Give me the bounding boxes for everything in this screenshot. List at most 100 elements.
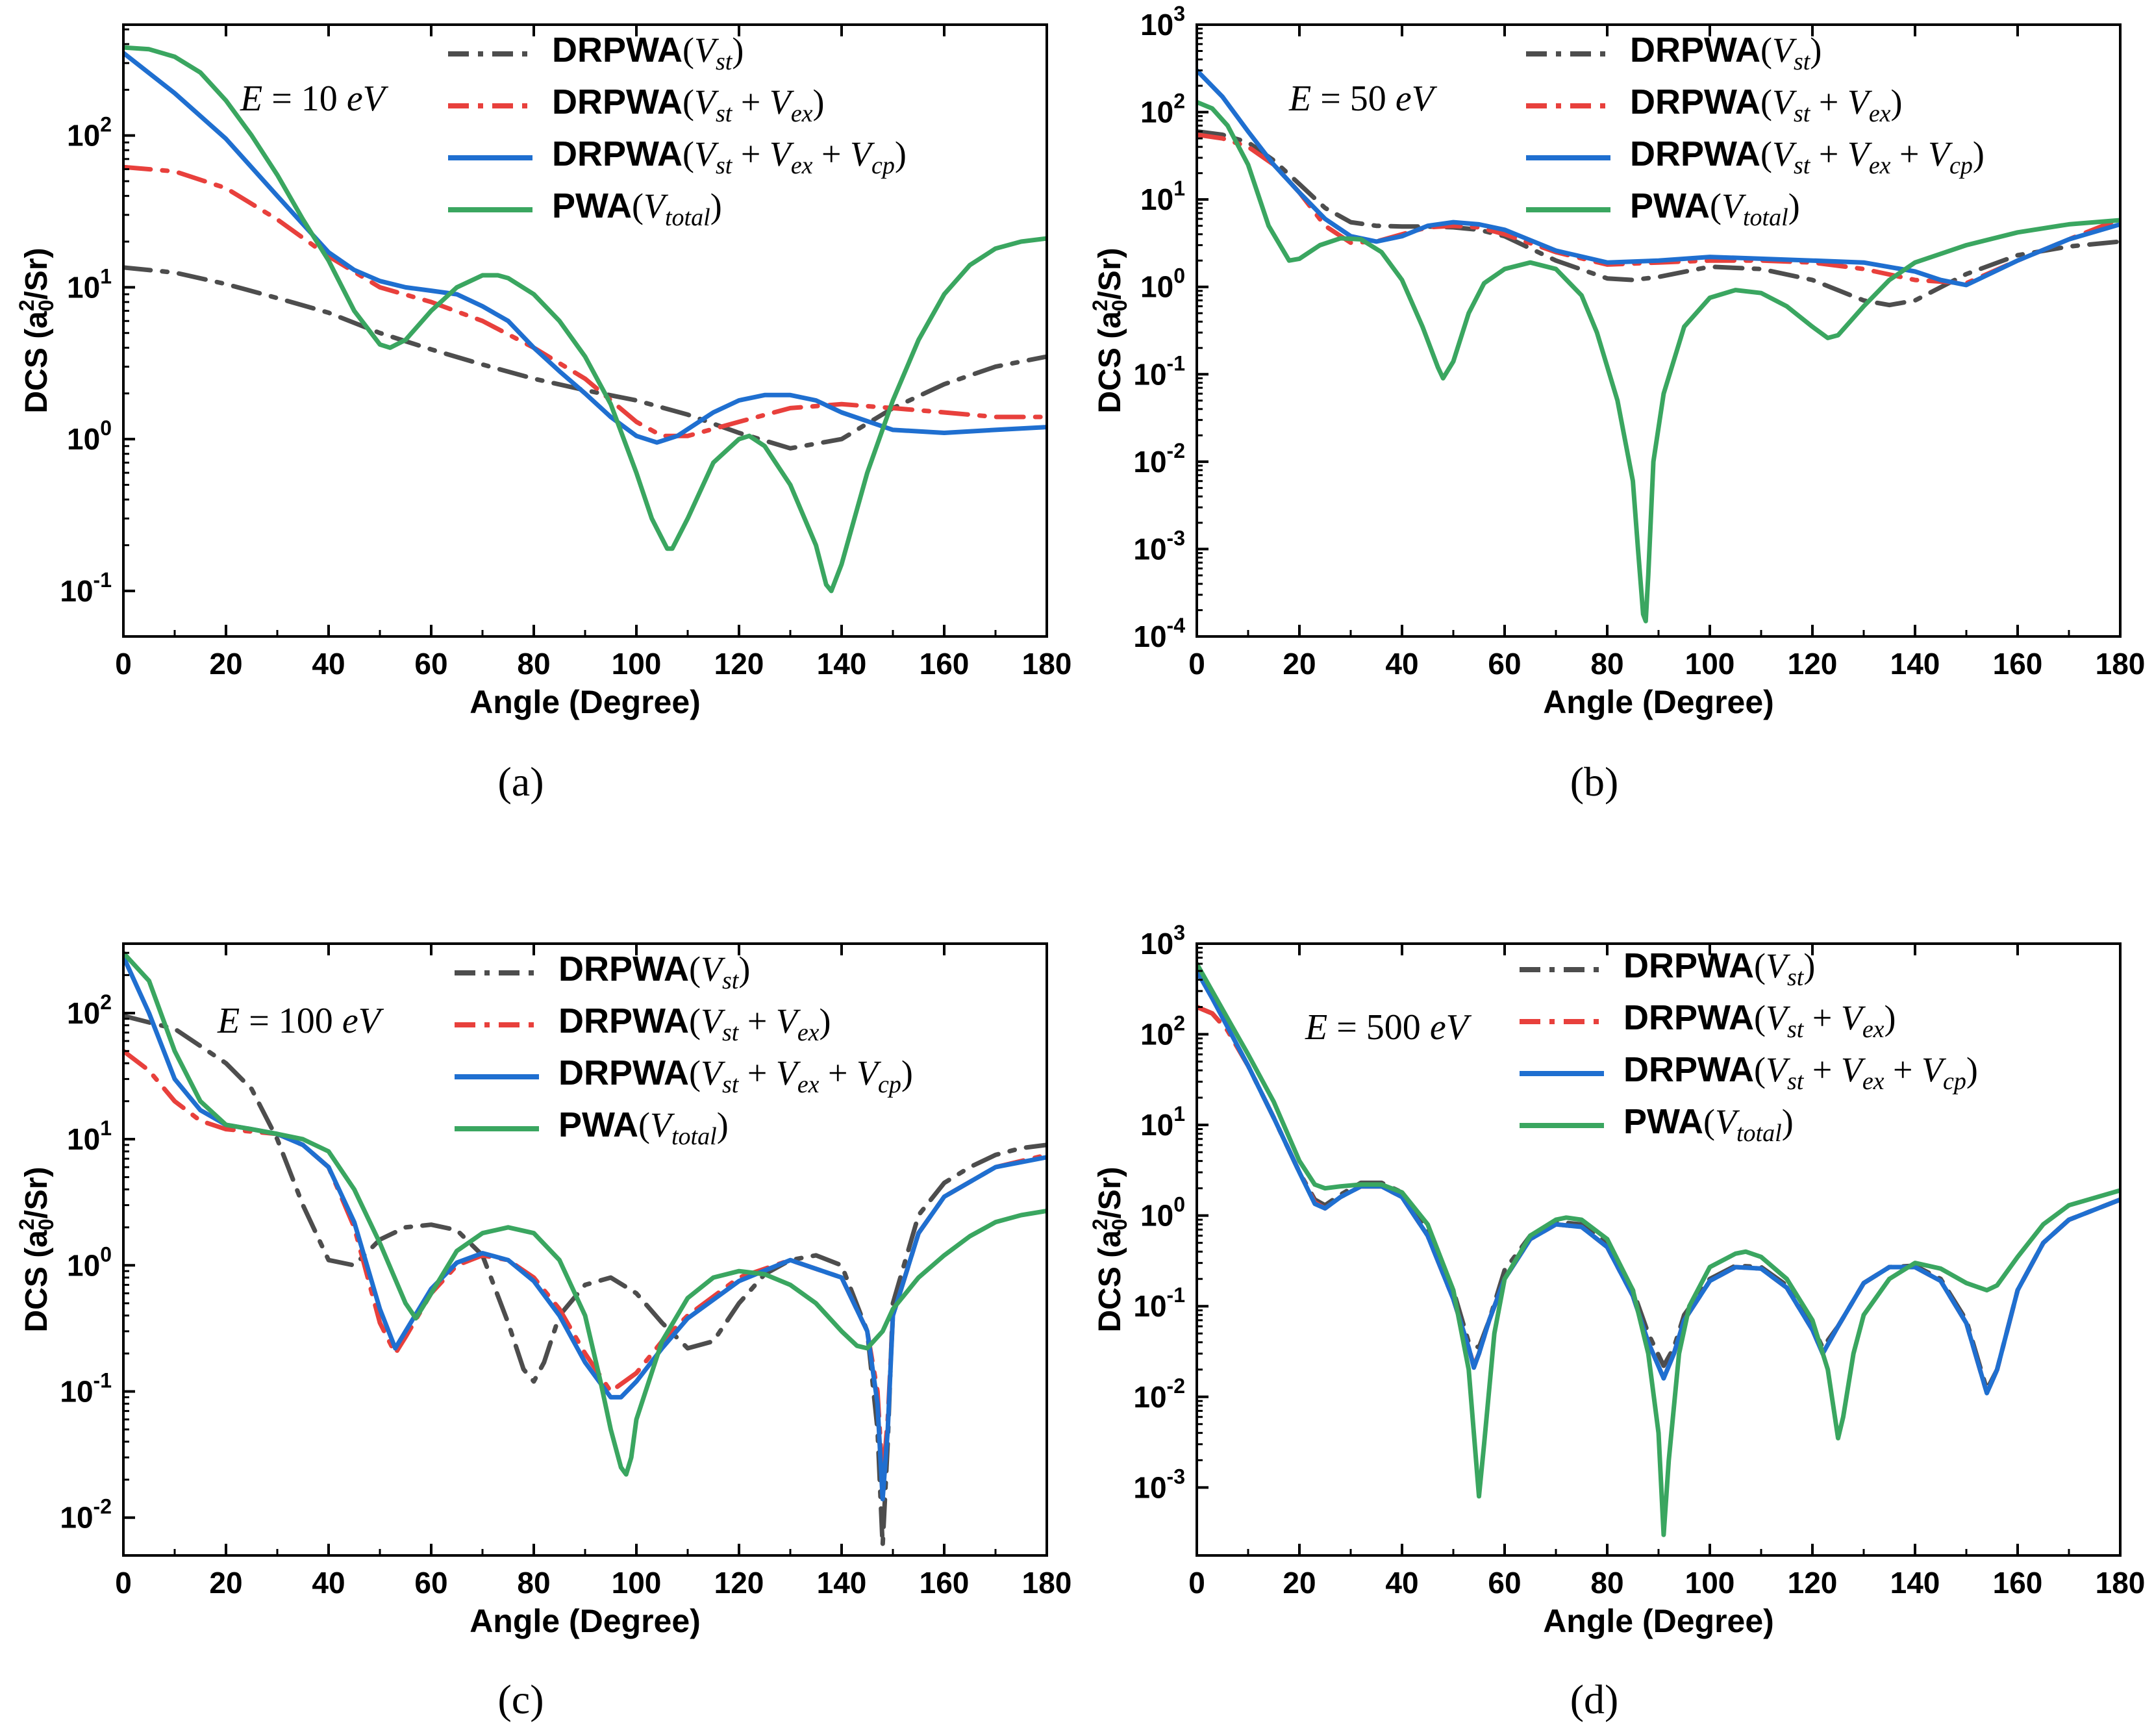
series-group [123, 950, 1047, 1548]
panel-label: (c) [497, 1676, 544, 1722]
series-line-vcp [1197, 968, 2120, 1396]
x-tick-label: 40 [1385, 647, 1418, 681]
legend-label-pwa: PWA(Vtotal) [1630, 186, 1800, 231]
x-tick-label: 60 [414, 647, 447, 681]
energy-annotation: E = 500 eV [1305, 1007, 1472, 1048]
panel-label: (d) [1570, 1676, 1619, 1722]
x-tick-label: 180 [1022, 647, 1072, 681]
x-tick-label: 20 [209, 647, 242, 681]
x-axis-title: Angle (Degree) [470, 684, 701, 720]
y-axis: 10-3 10-2 10-1 100 101 102 103 [1133, 921, 1208, 1504]
x-tick-label: 100 [1685, 1566, 1735, 1600]
y-axis-title: DCS (a20/Sr) [1088, 248, 1131, 414]
y-tick-label: 10-2 [1133, 439, 1185, 479]
y-axis: 10-4 10-3 10-2 10-1 100 101 102 103 [1133, 2, 1208, 653]
x-axis-title: Angle (Degree) [470, 1603, 701, 1639]
x-tick-label: 0 [115, 1566, 132, 1600]
series-line-vst [1197, 129, 2120, 308]
series-line-pwa [1197, 961, 2120, 1537]
legend-label-vex: DRPWA(Vst + Vex) [1630, 82, 1903, 127]
x-tick-label: 120 [1788, 647, 1838, 681]
series-line-pwa [1197, 99, 2120, 623]
x-tick-label: 160 [920, 647, 970, 681]
legend-label-vst: DRPWA(Vst) [552, 31, 744, 75]
x-axis-title: Angle (Degree) [1543, 684, 1774, 720]
x-tick-label: 180 [2096, 1566, 2146, 1600]
energy-annotation: E = 100 eV [217, 1001, 384, 1041]
x-tick-label: 40 [312, 1566, 345, 1600]
legend: DRPWA(Vst) DRPWA(Vst + Vex) DRPWA(Vst + Ve… [448, 31, 907, 231]
y-axis: 10-2 10-1 100 101 102 [60, 951, 135, 1535]
y-tick-label: 101 [1140, 177, 1185, 216]
y-tick-label: 103 [1140, 921, 1185, 961]
y-tick-label: 10-1 [60, 1369, 112, 1409]
x-tick-label: 80 [517, 1566, 550, 1600]
y-tick-label: 101 [67, 264, 112, 304]
y-tick-label: 10-1 [1133, 351, 1185, 391]
legend-label-pwa: PWA(Vtotal) [552, 186, 722, 231]
y-tick-label: 100 [1140, 264, 1185, 304]
series-line-vcp [123, 51, 1047, 445]
x-tick-label: 20 [1283, 647, 1316, 681]
x-tick-label: 60 [1488, 1566, 1521, 1600]
x-tick-label: 180 [1022, 1566, 1072, 1600]
y-tick-label: 10-3 [1133, 526, 1185, 566]
legend-label-vst: DRPWA(Vst) [1630, 31, 1822, 75]
legend-label-vcp: DRPWA(Vst + Vex + Vcp) [558, 1053, 913, 1098]
x-tick-label: 100 [1685, 647, 1735, 681]
x-tick-label: 60 [1488, 647, 1521, 681]
x-tick-label: 160 [1993, 647, 2043, 681]
x-tick-label: 20 [1283, 1566, 1316, 1600]
x-tick-label: 120 [1788, 1566, 1838, 1600]
x-tick-label: 40 [1385, 1566, 1418, 1600]
y-tick-label: 100 [67, 416, 112, 456]
legend: DRPWA(Vst) DRPWA(Vst + Vex) DRPWA(Vst + Ve… [1526, 31, 1985, 231]
y-tick-label: 10-1 [60, 568, 112, 608]
series-line-pwa [123, 950, 1047, 1477]
x-tick-label: 80 [1590, 647, 1623, 681]
y-tick-label: 10-2 [60, 1495, 112, 1535]
x-tick-label: 0 [1188, 647, 1205, 681]
legend-label-vst: DRPWA(Vst) [1623, 946, 1815, 991]
legend-label-pwa: PWA(Vtotal) [1623, 1102, 1794, 1147]
series-line-vcp [1197, 68, 2120, 288]
y-axis-title: DCS (a20/Sr) [15, 248, 58, 414]
x-axis: 0 20 40 60 80 100 120 140 160 180 [1188, 944, 2145, 1600]
series-group [123, 45, 1047, 594]
legend-label-vex: DRPWA(Vst + Vex) [1623, 998, 1896, 1043]
y-tick-label: 101 [67, 1116, 112, 1156]
legend-label-vcp: DRPWA(Vst + Vex + Vcp) [552, 134, 907, 179]
x-tick-label: 140 [817, 1566, 867, 1600]
y-tick-label: 100 [1140, 1193, 1185, 1233]
y-tick-label: 103 [1140, 2, 1185, 42]
y-tick-label: 102 [1140, 1012, 1185, 1051]
y-tick-label: 102 [1140, 90, 1185, 129]
y-tick-label: 102 [67, 113, 112, 153]
x-tick-label: 120 [714, 647, 764, 681]
series-group [1197, 68, 2120, 623]
x-tick-label: 0 [115, 647, 132, 681]
series-line-pwa [123, 45, 1047, 594]
y-tick-label: 102 [67, 990, 112, 1030]
x-axis: 0 20 40 60 80 100 120 140 160 180 [1188, 25, 2145, 681]
y-axis-title: DCS (a20/Sr) [15, 1167, 58, 1333]
legend-label-pwa: PWA(Vtotal) [558, 1105, 729, 1150]
x-tick-label: 180 [2096, 647, 2146, 681]
x-tick-label: 80 [517, 647, 550, 681]
y-tick-label: 10-4 [1133, 614, 1185, 653]
x-axis: 0 20 40 60 80 100 120 140 160 180 [115, 944, 1071, 1600]
legend: DRPWA(Vst) DRPWA(Vst + Vex) DRPWA(Vst + Ve… [1520, 946, 1978, 1147]
x-tick-label: 40 [312, 647, 345, 681]
x-axis: 0 20 40 60 80 100 120 140 160 180 [115, 25, 1071, 681]
y-tick-label: 10-1 [1133, 1283, 1185, 1323]
x-tick-label: 140 [1890, 647, 1940, 681]
legend-label-vcp: DRPWA(Vst + Vex + Vcp) [1623, 1050, 1978, 1095]
x-tick-label: 140 [1890, 1566, 1940, 1600]
panel-label: (b) [1570, 759, 1619, 805]
x-axis-title: Angle (Degree) [1543, 1603, 1774, 1639]
x-tick-label: 60 [414, 1566, 447, 1600]
y-axis-title: DCS (a20/Sr) [1088, 1167, 1131, 1333]
